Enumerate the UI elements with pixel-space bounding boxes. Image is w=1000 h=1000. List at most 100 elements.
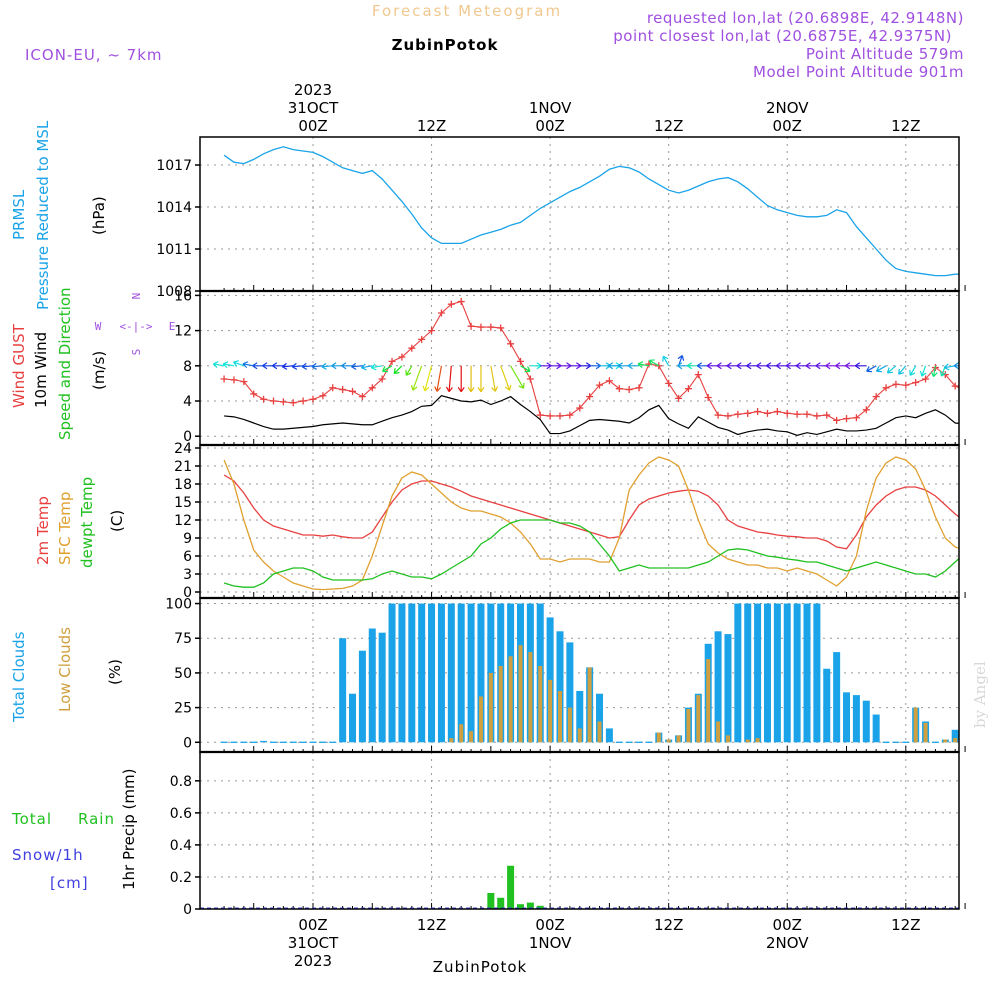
temperature-ytick-label: 18 bbox=[174, 477, 192, 493]
total-cloud-bar bbox=[566, 642, 574, 743]
gust-point bbox=[418, 335, 426, 343]
gust-point bbox=[843, 415, 851, 423]
total-cloud-bar bbox=[428, 603, 436, 743]
gust-point bbox=[951, 382, 959, 390]
wind-direction-arrow bbox=[410, 365, 423, 391]
gust-point bbox=[833, 416, 841, 424]
gust-point bbox=[536, 411, 544, 419]
pressure-long-label: Pressure Reduced to MSL bbox=[34, 120, 52, 310]
top-time-label: 12Z bbox=[417, 117, 446, 135]
total-cloud-bar bbox=[724, 634, 732, 743]
clouds-ytick-label: 100 bbox=[165, 597, 192, 613]
top-time-label: 00Z bbox=[298, 117, 327, 135]
wind-direction-arrow bbox=[477, 365, 485, 393]
dewpt-line bbox=[223, 519, 959, 588]
low-cloud-bar bbox=[587, 667, 592, 743]
gust-point bbox=[566, 411, 574, 419]
wind-direction-arrow bbox=[311, 362, 323, 370]
wind-direction-arrow bbox=[637, 361, 650, 369]
gust-point bbox=[368, 384, 376, 392]
total-cloud-bar bbox=[773, 603, 781, 743]
wind-ytick-label: 12 bbox=[174, 324, 192, 340]
wind-direction-arrow bbox=[815, 362, 827, 370]
wind-direction-arrow bbox=[766, 362, 778, 370]
total-cloud-bar bbox=[556, 631, 564, 743]
wind-direction-arrow bbox=[341, 362, 353, 370]
gust-point bbox=[358, 393, 366, 401]
low-cloud-bar bbox=[488, 672, 493, 743]
low-cloud-bar bbox=[469, 731, 474, 743]
clouds-ytick-label: 25 bbox=[174, 701, 192, 717]
bottom-time-label: 31OCT bbox=[288, 934, 339, 952]
wind-direction-arrow bbox=[617, 362, 630, 370]
gust-point bbox=[576, 404, 584, 412]
top-time-label: 31OCT bbox=[288, 99, 339, 117]
gust-point bbox=[260, 395, 268, 403]
low-cloud-bar bbox=[459, 724, 464, 743]
total-cloud-bar bbox=[754, 603, 762, 743]
bottom-time-label: 12Z bbox=[417, 916, 446, 934]
gust-point bbox=[516, 357, 524, 365]
top-time-label: 00Z bbox=[535, 117, 564, 135]
top-time-label: 12Z bbox=[654, 117, 683, 135]
wind-ytick-label: 16 bbox=[174, 288, 192, 304]
wind-direction-arrow bbox=[795, 362, 807, 370]
total-clouds-label: Total Clouds bbox=[10, 631, 28, 723]
gust-point bbox=[240, 378, 248, 386]
gust-point bbox=[398, 353, 406, 361]
wind-direction-arrow bbox=[746, 362, 758, 370]
total-cloud-bar bbox=[843, 692, 851, 743]
requested-coords: requested lon,lat (20.6898E, 42.9148N) bbox=[647, 9, 964, 27]
wind-direction-arrow bbox=[252, 362, 264, 370]
total-cloud-bar bbox=[763, 603, 771, 743]
bottom-time-label: 2NOV bbox=[766, 934, 809, 952]
wind-direction-arrow bbox=[291, 362, 304, 370]
wind-direction-arrow bbox=[866, 365, 877, 373]
pressure-frame bbox=[199, 136, 960, 292]
low-cloud-bar bbox=[567, 707, 572, 743]
low-cloud-bar bbox=[943, 739, 948, 743]
wind-direction-arrow bbox=[736, 362, 748, 370]
wind-ytick-label: 8 bbox=[183, 359, 192, 375]
wind-direction-arrow bbox=[222, 361, 235, 369]
wind-direction-arrow bbox=[706, 362, 719, 370]
gust-point bbox=[675, 394, 683, 402]
wind-line bbox=[224, 395, 959, 436]
wind-direction-arrow bbox=[898, 365, 907, 375]
gust-point bbox=[892, 380, 900, 388]
bottom-time-label: 00Z bbox=[535, 916, 564, 934]
total-cloud-bar bbox=[378, 632, 386, 743]
low-cloud-bar bbox=[686, 708, 691, 743]
low-cloud-bar bbox=[913, 707, 918, 743]
gust-point bbox=[289, 399, 297, 407]
wind-direction-arrow bbox=[500, 365, 512, 391]
gust-point bbox=[665, 379, 673, 387]
gust-point bbox=[279, 398, 287, 406]
wind-direction-arrow bbox=[686, 362, 699, 370]
wind-direction-arrow bbox=[825, 362, 837, 370]
total-cloud-bar bbox=[872, 714, 880, 743]
gust-point bbox=[773, 408, 781, 416]
gust-point bbox=[299, 397, 307, 405]
wind-direction-arrow bbox=[835, 362, 847, 370]
low-cloud-bar bbox=[725, 735, 730, 743]
wind-direction-arrow bbox=[909, 365, 917, 376]
rain-bar bbox=[516, 904, 524, 909]
wind-direction-arrow bbox=[233, 360, 245, 367]
precip-ytick-label: 0.4 bbox=[170, 838, 192, 854]
wind-direction-arrow bbox=[321, 362, 333, 370]
gust-point bbox=[625, 386, 633, 394]
gust-point bbox=[546, 412, 554, 420]
wind-unit-label: (m/s) bbox=[90, 351, 108, 390]
direction-label: Speed and Direction bbox=[56, 287, 74, 440]
product-title: Forecast Meteogram bbox=[372, 2, 562, 20]
gust-point bbox=[339, 386, 347, 394]
temperature-ytick-label: 6 bbox=[183, 549, 192, 565]
gust-point bbox=[309, 395, 317, 403]
bottom-time-label: 12Z bbox=[891, 916, 920, 934]
gust-label: Wind GUST bbox=[10, 323, 28, 408]
total-cloud-bar bbox=[833, 652, 841, 743]
gust-point bbox=[872, 393, 880, 401]
rain-bar bbox=[497, 897, 505, 909]
total-cloud-bar bbox=[862, 700, 870, 743]
